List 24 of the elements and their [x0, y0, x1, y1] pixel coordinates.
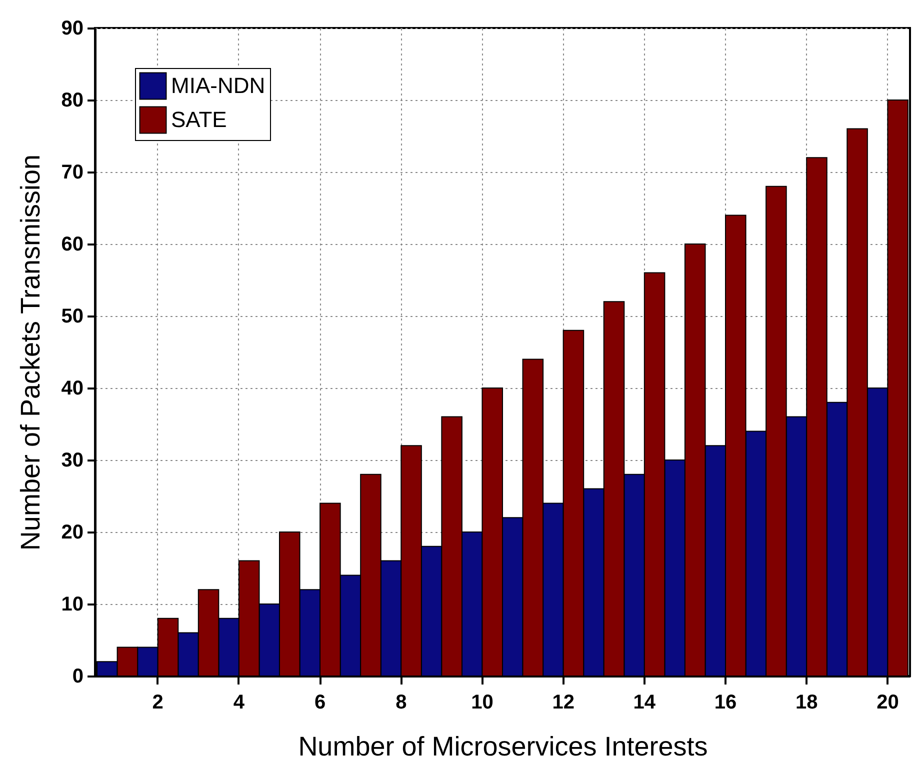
legend-label: SATE: [171, 107, 227, 132]
x-tick-label: 10: [471, 692, 494, 714]
x-tick-label: 12: [552, 692, 574, 714]
x-tick-label: 8: [396, 692, 407, 714]
y-tick-label: 80: [61, 90, 84, 112]
x-tick-label: 14: [633, 692, 656, 714]
x-tick-label: 4: [233, 692, 246, 714]
x-tick-label: 2: [152, 692, 164, 714]
y-tick-label: 70: [61, 162, 84, 184]
y-tick-label: 60: [61, 234, 84, 256]
y-tick-label: 30: [61, 450, 84, 472]
y-tick-label: 90: [61, 18, 84, 40]
y-tick-label: 20: [61, 522, 84, 544]
y-tick-label: 50: [61, 306, 84, 328]
y-tick-label: 40: [61, 378, 84, 400]
x-tick-label: 6: [314, 692, 326, 714]
y-axis-title: Number of Packets Transmission: [15, 154, 46, 551]
y-tick-label: 0: [72, 666, 84, 688]
x-tick-label: 20: [876, 692, 899, 714]
y-tick-label: 10: [61, 594, 84, 616]
x-axis-title: Number of Microservices Interests: [298, 732, 708, 762]
legend-label: MIA-NDN: [171, 73, 266, 98]
x-tick-label: 18: [795, 692, 818, 714]
x-tick-label: 16: [714, 692, 737, 714]
